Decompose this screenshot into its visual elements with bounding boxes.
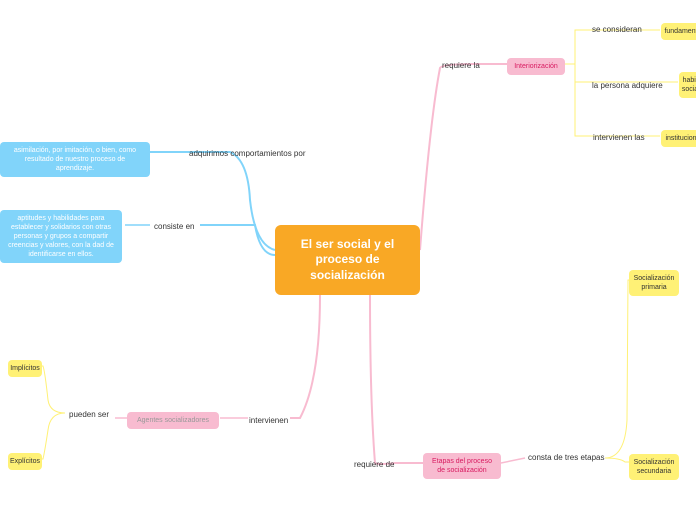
l-intervienen-las: intervienen las xyxy=(593,133,645,142)
n-explicitos: Explícitos xyxy=(8,453,42,470)
l-consiste-en: consiste en xyxy=(154,222,194,231)
n-primaria: Socialización primaria xyxy=(629,270,679,296)
n-fundament: fundament xyxy=(661,23,696,40)
n-aptitudes: aptitudes y habilidades para establecer … xyxy=(0,210,122,263)
n-instituciones: institucion xyxy=(661,130,696,147)
n-habil: habil socia xyxy=(679,72,696,98)
l-adquirimos: adquirimos comportamientos por xyxy=(189,149,306,158)
n-interiorizacion: Interiorización xyxy=(507,58,565,75)
l-requiere-de: requiere de xyxy=(354,460,394,469)
n-etapas: Etapas del proceso de socialización xyxy=(423,453,501,479)
n-implicitos: Implícitos xyxy=(8,360,42,377)
l-pueden-ser: pueden ser xyxy=(69,410,109,419)
n-secundaria: Socialización secundaria xyxy=(629,454,679,480)
n-asimilacion: asimilación, por imitación, o bien, como… xyxy=(0,142,150,177)
l-intervienen: intervienen xyxy=(249,416,288,425)
n-agentes: Agentes socializadores xyxy=(127,412,219,429)
central-node: El ser social y el proceso de socializac… xyxy=(275,225,420,295)
l-se-consideran: se consideran xyxy=(592,25,642,34)
l-persona-adquiere: la persona adquiere xyxy=(592,81,663,90)
l-requiere-la: requiere la xyxy=(442,61,480,70)
l-consta: consta de tres etapas xyxy=(528,453,605,462)
